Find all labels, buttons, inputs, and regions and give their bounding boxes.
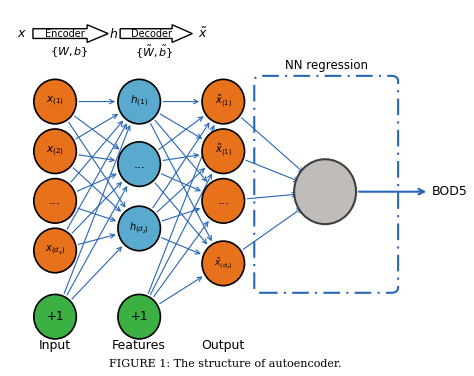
Text: $\tilde{x}_{(d_x)}$: $\tilde{x}_{(d_x)}$ bbox=[214, 256, 233, 270]
Text: ...: ... bbox=[49, 194, 61, 208]
Text: Input: Input bbox=[39, 339, 71, 352]
Ellipse shape bbox=[34, 129, 76, 173]
Text: $\tilde{x}_{(1)}$: $\tilde{x}_{(1)}$ bbox=[215, 143, 232, 159]
Text: $\tilde{x}$: $\tilde{x}$ bbox=[198, 26, 208, 41]
Text: Encoder: Encoder bbox=[46, 29, 85, 39]
Text: $+1$: $+1$ bbox=[130, 310, 148, 323]
Text: $\{W, b\}$: $\{W, b\}$ bbox=[50, 45, 89, 59]
Ellipse shape bbox=[34, 294, 76, 339]
Text: $h$: $h$ bbox=[109, 27, 118, 41]
Text: BOD5: BOD5 bbox=[431, 185, 467, 198]
Ellipse shape bbox=[294, 159, 356, 224]
Ellipse shape bbox=[34, 79, 76, 124]
Ellipse shape bbox=[202, 79, 245, 124]
Text: ...: ... bbox=[133, 158, 145, 171]
Ellipse shape bbox=[202, 241, 245, 286]
Ellipse shape bbox=[202, 179, 245, 223]
Text: Features: Features bbox=[112, 339, 166, 352]
Text: ...: ... bbox=[217, 194, 229, 208]
Ellipse shape bbox=[34, 228, 76, 273]
Text: $h_{(1)}$: $h_{(1)}$ bbox=[130, 94, 148, 109]
FancyArrow shape bbox=[33, 25, 108, 42]
FancyArrow shape bbox=[120, 25, 192, 42]
Text: $x_{(1)}$: $x_{(1)}$ bbox=[46, 95, 64, 108]
Text: $+1$: $+1$ bbox=[46, 310, 64, 323]
Text: Output: Output bbox=[201, 339, 245, 352]
Text: $h_{(d_z)}$: $h_{(d_z)}$ bbox=[129, 221, 149, 236]
Text: $\tilde{x}_{(1)}$: $\tilde{x}_{(1)}$ bbox=[215, 93, 232, 110]
Text: FIGURE 1: The structure of autoencoder.: FIGURE 1: The structure of autoencoder. bbox=[109, 359, 342, 369]
Text: $x_{(d_x)}$: $x_{(d_x)}$ bbox=[45, 244, 65, 257]
Ellipse shape bbox=[202, 129, 245, 173]
Ellipse shape bbox=[118, 294, 160, 339]
Text: Decoder: Decoder bbox=[130, 29, 172, 39]
Text: $x$: $x$ bbox=[17, 27, 27, 40]
Ellipse shape bbox=[118, 79, 160, 124]
Text: $x_{(2)}$: $x_{(2)}$ bbox=[46, 144, 64, 158]
Ellipse shape bbox=[118, 206, 160, 251]
Text: NN regression: NN regression bbox=[285, 59, 368, 72]
Text: $\{\tilde{W}, \tilde{b}\}$: $\{\tilde{W}, \tilde{b}\}$ bbox=[136, 44, 174, 61]
Ellipse shape bbox=[118, 142, 160, 186]
Ellipse shape bbox=[34, 179, 76, 223]
